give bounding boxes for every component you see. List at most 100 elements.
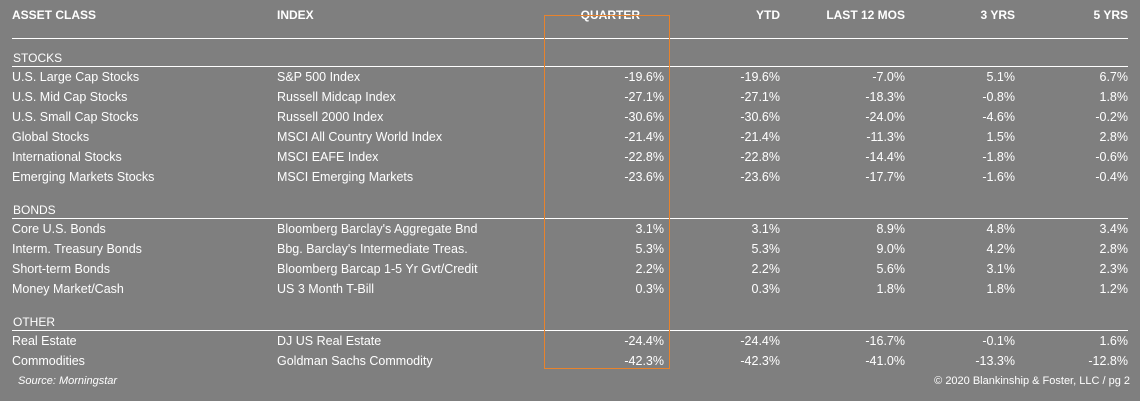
returns-table: ASSET CLASS INDEX QUARTER YTD LAST 12 MO… — [12, 0, 1128, 371]
section-title: STOCKS — [12, 38, 1128, 67]
cell-index: Russell 2000 Index — [277, 110, 384, 124]
table-row: Interm. Treasury Bonds Bbg. Barclay's Int… — [12, 239, 1128, 259]
cell-last-12-months: -16.7% — [865, 334, 905, 348]
cell-last-12-months: -24.0% — [865, 110, 905, 124]
cell-ytd: 0.3% — [751, 282, 781, 296]
cell-last-12-months: 8.9% — [876, 222, 906, 236]
cell-quarter: -23.6% — [624, 170, 664, 184]
cell-5-years: 2.3% — [1099, 262, 1129, 276]
header-quarter: QUARTER — [514, 0, 664, 39]
cell-ytd: 5.3% — [751, 242, 781, 256]
cell-5-years: 3.4% — [1099, 222, 1129, 236]
cell-5-years: 1.2% — [1099, 282, 1129, 296]
table-row: Global Stocks MSCI All Country World Inde… — [12, 127, 1128, 147]
cell-last-12-months: -11.3% — [866, 130, 905, 144]
cell-ytd: 2.2% — [751, 262, 781, 276]
header-last-12-months: LAST 12 MOS — [780, 0, 905, 39]
cell-ytd: -22.8% — [740, 150, 780, 164]
cell-quarter: -27.1% — [624, 90, 664, 104]
cell-3-years: -0.8% — [982, 90, 1015, 104]
cell-index: Bbg. Barclay's Intermediate Treas. — [277, 242, 468, 256]
cell-3-years: -13.3% — [975, 354, 1015, 368]
table-row: Emerging Markets Stocks MSCI Emerging Mar… — [12, 167, 1128, 187]
header-3-years: 3 YRS — [905, 0, 1015, 39]
cell-quarter: -19.6% — [624, 70, 664, 84]
table-row: U.S. Mid Cap Stocks Russell Midcap Index -… — [12, 87, 1128, 107]
section-header-row: BONDS — [12, 187, 1128, 219]
cell-3-years: 4.2% — [986, 242, 1016, 256]
cell-index: US 3 Month T-Bill — [277, 282, 375, 296]
cell-3-years: -1.8% — [982, 150, 1015, 164]
cell-5-years: 6.7% — [1099, 70, 1129, 84]
table-row: Real Estate DJ US Real Estate -24.4% -24.4%… — [12, 331, 1128, 352]
cell-ytd: -19.6% — [740, 70, 780, 84]
cell-quarter: -30.6% — [624, 110, 664, 124]
cell-index: MSCI All Country World Index — [277, 130, 443, 144]
cell-5-years: 2.8% — [1099, 130, 1129, 144]
cell-5-years: -0.6% — [1095, 150, 1128, 164]
cell-asset-class: Money Market/Cash — [12, 282, 124, 296]
returns-table-container: ASSET CLASS INDEX QUARTER YTD LAST 12 MO… — [12, 0, 1140, 401]
table-row: U.S. Small Cap Stocks Russell 2000 Index -… — [12, 107, 1128, 127]
cell-index: Bloomberg Barclay's Aggregate Bnd — [277, 222, 478, 236]
cell-last-12-months: 5.6% — [876, 262, 906, 276]
cell-index: MSCI Emerging Markets — [277, 170, 414, 184]
cell-asset-class: Core U.S. Bonds — [12, 222, 106, 236]
cell-3-years: -0.1% — [982, 334, 1015, 348]
cell-3-years: -1.6% — [982, 170, 1015, 184]
cell-asset-class: Interm. Treasury Bonds — [12, 242, 142, 256]
cell-asset-class: Emerging Markets Stocks — [12, 170, 155, 184]
cell-5-years: 2.8% — [1099, 242, 1129, 256]
cell-ytd: 3.1% — [751, 222, 781, 236]
cell-quarter: -24.4% — [624, 334, 664, 348]
table-row: Short-term Bonds Bloomberg Barcap 1-5 Yr … — [12, 259, 1128, 279]
cell-index: DJ US Real Estate — [277, 334, 382, 348]
cell-ytd: -24.4% — [740, 334, 780, 348]
header-index: INDEX — [277, 0, 514, 39]
cell-3-years: 4.8% — [986, 222, 1016, 236]
cell-quarter: -42.3% — [624, 354, 664, 368]
cell-3-years: 1.5% — [986, 130, 1016, 144]
cell-3-years: 5.1% — [986, 70, 1016, 84]
table-header: ASSET CLASS INDEX QUARTER YTD LAST 12 MO… — [12, 0, 1128, 39]
cell-asset-class: Global Stocks — [12, 130, 90, 144]
cell-quarter: 5.3% — [635, 242, 665, 256]
cell-quarter: -21.4% — [624, 130, 664, 144]
section-header-row: STOCKS — [12, 38, 1128, 67]
cell-5-years: 1.6% — [1099, 334, 1129, 348]
cell-index: Goldman Sachs Commodity — [277, 354, 433, 368]
table-body: STOCKS U.S. Large Cap Stocks S&P 500 Index… — [12, 38, 1129, 372]
header-5-years: 5 YRS — [1015, 0, 1128, 39]
cell-index: MSCI EAFE Index — [277, 150, 379, 164]
cell-index: Russell Midcap Index — [277, 90, 396, 104]
section-title: BONDS — [12, 187, 1128, 219]
cell-last-12-months: -7.0% — [872, 70, 905, 84]
cell-quarter: 3.1% — [635, 222, 665, 236]
cell-last-12-months: 9.0% — [876, 242, 906, 256]
cell-asset-class: U.S. Mid Cap Stocks — [12, 90, 128, 104]
cell-index: S&P 500 Index — [277, 70, 361, 84]
header-ytd: YTD — [664, 0, 780, 39]
cell-5-years: 1.8% — [1099, 90, 1129, 104]
cell-ytd: -21.4% — [740, 130, 780, 144]
cell-5-years: -12.8% — [1088, 354, 1128, 368]
cell-3-years: 3.1% — [986, 262, 1016, 276]
cell-asset-class: Commodities — [12, 354, 85, 368]
cell-ytd: -42.3% — [740, 354, 780, 368]
cell-3-years: -4.6% — [982, 110, 1015, 124]
table-row: International Stocks MSCI EAFE Index -22.8… — [12, 147, 1128, 167]
source-note: Source: Morningstar — [18, 375, 118, 387]
cell-quarter: 2.2% — [635, 262, 665, 276]
cell-last-12-months: 1.8% — [876, 282, 906, 296]
cell-5-years: -0.4% — [1095, 170, 1128, 184]
cell-asset-class: Real Estate — [12, 334, 77, 348]
cell-ytd: -27.1% — [740, 90, 780, 104]
cell-ytd: -30.6% — [740, 110, 780, 124]
cell-quarter: -22.8% — [624, 150, 664, 164]
table-row: Money Market/Cash US 3 Month T-Bill 0.3% 0.… — [12, 279, 1128, 299]
cell-index: Bloomberg Barcap 1-5 Yr Gvt/Credit — [277, 262, 478, 276]
cell-5-years: -0.2% — [1095, 110, 1128, 124]
cell-quarter: 0.3% — [635, 282, 665, 296]
cell-last-12-months: -41.0% — [865, 354, 905, 368]
cell-asset-class: U.S. Small Cap Stocks — [12, 110, 139, 124]
